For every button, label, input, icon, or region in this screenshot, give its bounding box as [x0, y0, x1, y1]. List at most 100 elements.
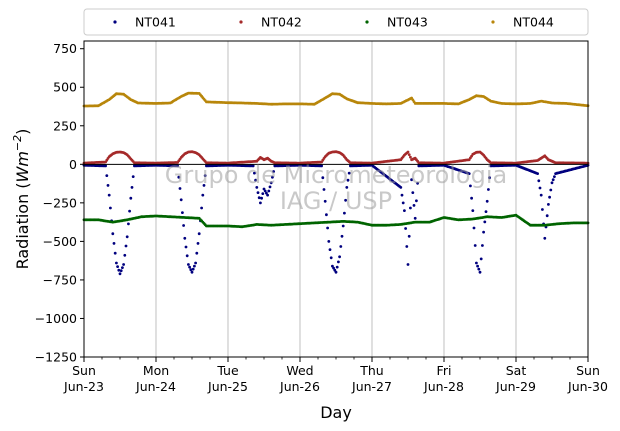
- point: [201, 193, 205, 197]
- point: [130, 186, 134, 189]
- point: [202, 184, 206, 187]
- point: [346, 178, 350, 182]
- point: [203, 174, 207, 178]
- y-tick-label-0: 750: [53, 41, 77, 56]
- point: [410, 178, 413, 182]
- point: [327, 240, 331, 243]
- point: [409, 206, 412, 210]
- point: [193, 264, 196, 268]
- point: [340, 234, 344, 238]
- point: [123, 253, 127, 257]
- x-tick-label-day-0: Sun: [72, 363, 96, 378]
- point: [122, 263, 125, 266]
- x-tick-label-date-3: Jun-26: [279, 379, 320, 394]
- x-tick-label-day-6: Sat: [506, 363, 527, 378]
- point: [401, 201, 405, 205]
- point: [347, 171, 351, 175]
- point: [124, 244, 128, 248]
- point: [261, 192, 265, 196]
- point: [131, 175, 135, 179]
- y-tick-label-4: −250: [43, 195, 77, 210]
- x-tick-label-date-0: Jun-23: [63, 379, 104, 394]
- point: [104, 164, 107, 168]
- point: [323, 199, 327, 203]
- point: [117, 268, 121, 272]
- point: [488, 176, 491, 180]
- point: [409, 155, 412, 159]
- point: [538, 186, 542, 190]
- point: [119, 269, 123, 273]
- x-tick-label-day-4: Thu: [359, 363, 383, 378]
- point: [550, 181, 554, 185]
- legend-marker-NT044: [491, 20, 495, 24]
- point: [182, 224, 186, 227]
- point: [541, 208, 544, 211]
- point: [200, 206, 204, 210]
- point: [553, 175, 556, 179]
- point: [478, 270, 482, 274]
- point: [177, 175, 181, 179]
- point: [255, 186, 259, 189]
- point: [536, 172, 539, 176]
- point: [337, 260, 340, 264]
- point: [343, 211, 346, 215]
- point: [259, 201, 262, 205]
- point: [176, 164, 180, 168]
- point: [188, 265, 192, 269]
- x-tick-label-date-4: Jun-27: [351, 379, 392, 394]
- point: [256, 191, 260, 195]
- x-tick-label-day-5: Fri: [437, 363, 452, 378]
- point: [269, 181, 273, 185]
- point: [338, 255, 341, 259]
- point: [404, 227, 407, 230]
- point: [191, 267, 195, 271]
- point: [481, 244, 484, 247]
- point: [187, 263, 190, 266]
- point: [484, 210, 488, 214]
- point: [271, 175, 274, 179]
- point: [479, 257, 483, 261]
- point: [476, 264, 479, 268]
- point: [407, 234, 411, 238]
- y-tick-label-2: 250: [53, 118, 77, 133]
- point: [485, 199, 489, 203]
- point: [185, 254, 189, 258]
- point: [183, 236, 187, 240]
- point: [263, 189, 267, 193]
- y-axis-label: Radiation (Wm−2): [11, 129, 32, 270]
- point: [467, 172, 471, 176]
- legend-marker-NT042: [239, 20, 243, 24]
- point: [329, 256, 333, 260]
- y-axis-label-base: Radiation (: [13, 182, 32, 269]
- y-axis-label-exp: −2: [11, 135, 24, 151]
- point: [197, 232, 201, 236]
- point: [482, 230, 485, 234]
- x-tick-label-day-2: Tue: [216, 363, 239, 378]
- point: [339, 245, 343, 248]
- point: [105, 174, 109, 178]
- point: [332, 266, 335, 270]
- point: [178, 187, 182, 190]
- point: [543, 236, 547, 240]
- point: [179, 198, 183, 202]
- point: [341, 224, 345, 228]
- point: [400, 193, 404, 197]
- point: [184, 245, 188, 249]
- point: [196, 242, 200, 245]
- point: [115, 261, 118, 265]
- y-tick-label-3: 0: [69, 157, 77, 172]
- point: [411, 191, 415, 195]
- y-tick-label-7: −1000: [35, 311, 77, 326]
- x-tick-label-date-2: Jun-25: [207, 379, 248, 394]
- point: [253, 171, 256, 175]
- point: [267, 189, 271, 193]
- point: [266, 193, 269, 197]
- point: [406, 150, 410, 154]
- point: [190, 270, 194, 274]
- point: [257, 196, 261, 200]
- x-tick-label-day-1: Mon: [143, 363, 169, 378]
- point: [181, 211, 184, 215]
- y-axis-label-unit: Wm: [13, 151, 32, 182]
- point: [403, 209, 406, 213]
